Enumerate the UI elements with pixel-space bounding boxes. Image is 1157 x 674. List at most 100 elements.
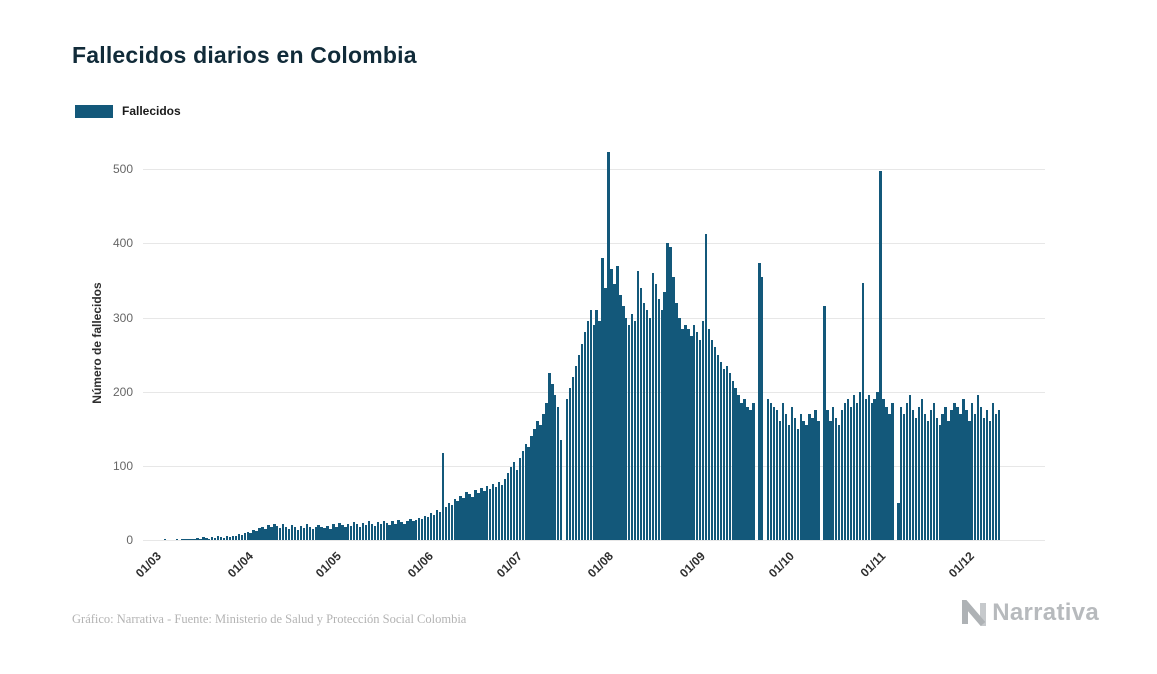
bar [163,539,167,540]
bar [586,321,589,540]
bar [950,410,953,540]
bar [657,299,660,540]
bar [536,421,539,540]
bar [944,406,947,540]
bar [903,413,906,540]
bar [861,282,865,540]
bar [923,413,927,540]
bar [696,332,699,540]
bar [548,373,551,540]
bar [219,537,223,540]
bar [654,284,658,540]
bar [518,458,521,540]
bar [956,406,959,540]
bar [953,402,956,540]
bar [329,528,332,540]
bar [829,421,832,540]
bar [361,522,365,540]
bar [687,328,690,540]
bar [415,519,418,540]
bar [388,525,391,540]
bar [456,501,459,540]
bar [713,347,717,540]
bar [722,369,726,540]
bar [338,522,341,540]
bar [734,388,737,540]
bar [929,410,933,540]
bar [704,233,708,540]
bar [400,522,403,540]
bar [985,410,989,540]
bar [565,399,569,540]
y-axis-tick-label: 500 [112,162,133,177]
bar [551,384,554,540]
bar [799,413,802,540]
legend[interactable]: Fallecidos [75,104,181,118]
bar [840,410,844,540]
bar [710,339,714,540]
bar [870,402,873,540]
bar [420,519,424,540]
bar [693,324,696,540]
bar [491,483,495,540]
bar [793,417,797,540]
plot-area: 0 100 200 300 400 500 01/03 01/04 01/05 01/06 01/0… [113,147,1045,580]
bar [264,528,267,540]
bar [483,491,486,540]
bar [202,537,205,540]
bar [917,406,921,540]
bar [630,313,634,540]
bar [988,421,992,540]
bar [669,247,672,540]
bar [997,410,1001,540]
bar [976,395,980,540]
bar [761,276,764,540]
bar [737,395,740,540]
bar [187,538,190,540]
bar [246,531,249,540]
legend-label: Fallecidos [122,104,181,118]
x-axis-tick-label: 01/07 [493,549,525,581]
x-axis-tick-label: 01/08 [585,549,617,581]
bar [959,413,962,540]
bar [639,287,643,540]
bar [332,524,335,540]
bar [633,321,637,540]
bar [935,417,938,540]
bar [181,539,184,540]
bar [216,536,220,540]
bar [281,524,285,540]
y-axis-tick-label: 0 [126,533,133,547]
bar [891,402,894,540]
bar [613,284,616,540]
bar [846,399,850,540]
bar [208,538,211,540]
bar [876,391,879,540]
bar [545,402,548,540]
bar [370,523,374,540]
bar [837,425,841,540]
y-axis-tick-label: 300 [112,310,133,325]
bar [320,526,323,540]
bar [468,494,471,540]
bar [817,421,820,540]
bar [835,417,838,540]
bar [684,324,687,540]
legend-swatch [75,104,113,118]
bar [243,533,246,540]
bar [465,491,468,540]
bar [660,310,663,540]
y-axis-title: Número de fallecidos [90,282,104,404]
bar [267,525,270,540]
bar [796,428,799,540]
bar [379,524,382,540]
bar [524,443,527,540]
bar [568,388,572,540]
bar [279,528,282,540]
bar [749,410,752,540]
x-axis-tick-label: 01/05 [313,549,345,581]
bar [628,324,631,540]
bar [196,537,199,540]
bar [698,339,702,540]
bar [258,528,261,540]
